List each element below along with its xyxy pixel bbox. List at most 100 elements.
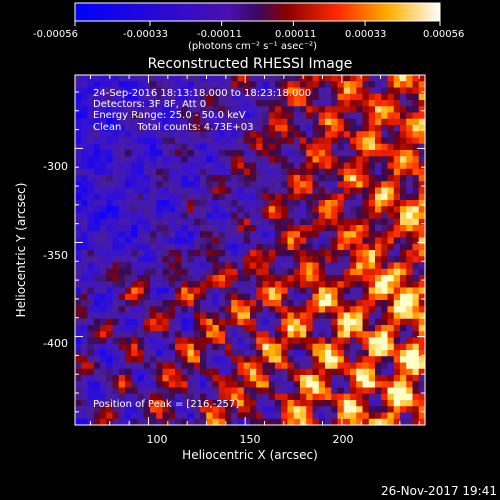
heatmap-cell [312, 175, 320, 182]
heatmap-cell [231, 393, 239, 401]
heatmap-cell [156, 281, 164, 289]
heatmap-cell [350, 350, 357, 357]
heatmap-cell [375, 318, 382, 326]
heatmap-cell [225, 100, 232, 107]
heatmap-cell [143, 87, 151, 95]
heatmap-cell [268, 318, 276, 326]
heatmap-cell [137, 206, 145, 214]
heatmap-cell [187, 350, 195, 357]
heatmap-cell [100, 412, 107, 420]
heatmap-cell [118, 262, 126, 270]
heatmap-cell [256, 406, 264, 414]
heatmap-cell [406, 225, 414, 232]
heatmap-cell [306, 168, 314, 176]
heatmap-cell [268, 131, 276, 139]
heatmap-cell [387, 343, 395, 351]
heatmap-cell [156, 137, 164, 145]
heatmap-cell [112, 75, 120, 82]
heatmap-cell [375, 387, 382, 395]
heatmap-cell [318, 387, 326, 395]
heatmap-cell [268, 181, 276, 189]
heatmap-cell [393, 87, 401, 95]
heatmap-cell [200, 275, 207, 282]
heatmap-cell [318, 350, 326, 357]
heatmap-cell [181, 331, 189, 339]
heatmap-cell [100, 318, 107, 326]
heatmap-cell [293, 281, 301, 289]
heatmap-cell [200, 87, 207, 95]
heatmap-cell [125, 200, 132, 207]
heatmap-cell [250, 256, 257, 264]
heatmap-cell [268, 193, 276, 201]
heatmap-cell [406, 356, 414, 364]
heatmap-cell [337, 256, 345, 264]
heatmap-cell [225, 81, 232, 89]
heatmap-cell [200, 137, 207, 145]
heatmap-cell [262, 387, 270, 395]
x-tick-label: 100 [147, 433, 168, 446]
heatmap-cell [331, 81, 339, 89]
heatmap-cell [306, 112, 314, 120]
heatmap-cell [125, 168, 132, 176]
heatmap-cell [400, 181, 407, 189]
heatmap-cell [143, 118, 151, 126]
heatmap-cell [393, 343, 401, 351]
heatmap-cell [225, 118, 232, 126]
heatmap-cell [187, 75, 195, 82]
heatmap-cell [200, 212, 207, 220]
heatmap-cell [412, 112, 420, 120]
heatmap-cell [268, 225, 276, 232]
heatmap-cell [268, 137, 276, 145]
heatmap-cell [187, 318, 195, 326]
heatmap-cell [331, 350, 339, 357]
heatmap-cell [81, 243, 89, 251]
heatmap-cell [318, 150, 326, 157]
heatmap-cell [231, 381, 239, 389]
heatmap-cell [87, 275, 95, 282]
heatmap-cell [231, 306, 239, 314]
heatmap-cell [375, 418, 382, 426]
heatmap-cell [281, 225, 289, 232]
heatmap-cell [350, 412, 357, 420]
heatmap-cell [256, 206, 264, 214]
heatmap-cell [193, 381, 201, 389]
heatmap-cell [368, 368, 376, 376]
heatmap-cell [281, 93, 289, 101]
heatmap-cell [231, 356, 239, 364]
heatmap-cell [181, 412, 189, 420]
heatmap-cell [287, 393, 295, 401]
heatmap-cell [106, 356, 114, 364]
heatmap-cell [81, 225, 89, 232]
heatmap-cell [350, 131, 357, 139]
heatmap-cell [368, 200, 376, 207]
heatmap-cell [175, 231, 182, 239]
heatmap-cell [218, 112, 226, 120]
heatmap-cell [406, 412, 414, 420]
heatmap-cell [325, 112, 332, 120]
heatmap-cell [187, 143, 195, 151]
heatmap-cell [100, 87, 107, 95]
heatmap-cell [300, 368, 307, 376]
heatmap-cell [325, 200, 332, 207]
heatmap-cell [343, 381, 351, 389]
heatmap-cell [350, 293, 357, 301]
heatmap-cell [306, 262, 314, 270]
heatmap-cell [150, 393, 157, 401]
heatmap-cell [106, 87, 114, 95]
heatmap-cell [262, 256, 270, 264]
heatmap-cell [225, 225, 232, 232]
heatmap-cell [406, 175, 414, 182]
heatmap-cell [387, 187, 395, 195]
heatmap-cell [387, 262, 395, 270]
heatmap-cell [162, 187, 170, 195]
heatmap-cell [362, 356, 370, 364]
heatmap-cell [306, 350, 314, 357]
heatmap-cell [412, 412, 420, 420]
heatmap-cell [143, 150, 151, 157]
heatmap-cell [231, 325, 239, 332]
heatmap-cell [306, 81, 314, 89]
heatmap-cell [350, 150, 357, 157]
heatmap-cell [337, 81, 345, 89]
heatmap-cell [250, 181, 257, 189]
heatmap-cell [312, 225, 320, 232]
